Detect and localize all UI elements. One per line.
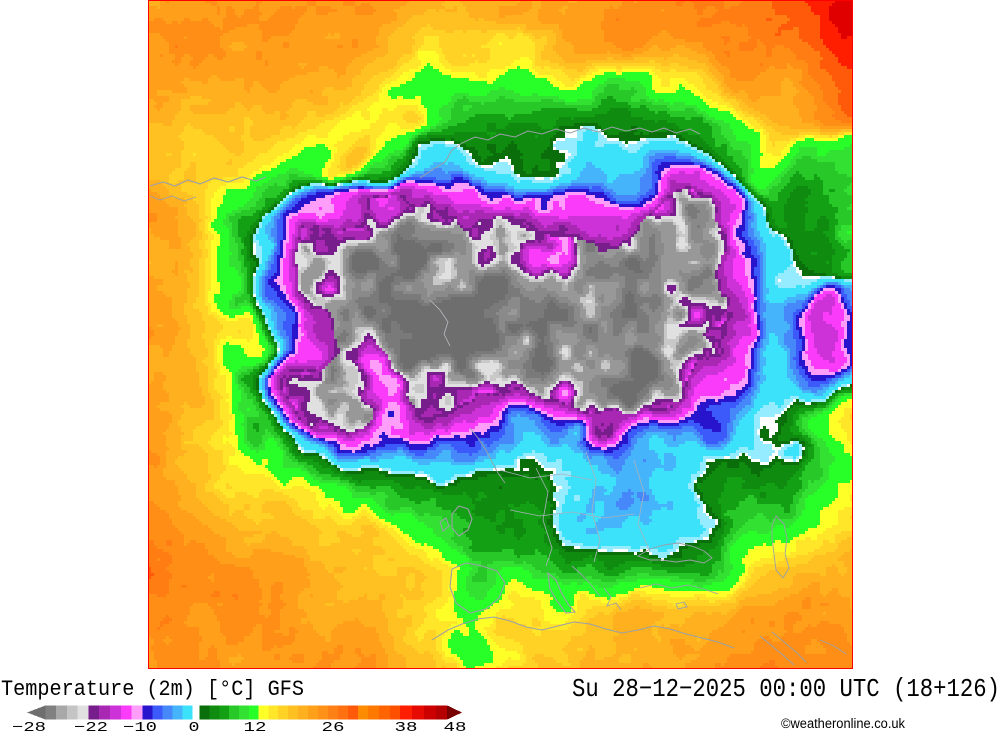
svg-text:38: 38 [395, 720, 418, 733]
svg-text:©weatheronline.co.uk: ©weatheronline.co.uk [781, 716, 905, 731]
svg-text:Su 28−12−2025 00:00 UTC (18+12: Su 28−12−2025 00:00 UTC (18+126) [572, 674, 1000, 704]
svg-text:−22: −22 [74, 720, 108, 733]
svg-text:0: 0 [189, 720, 200, 733]
svg-text:−10: −10 [123, 720, 157, 733]
svg-text:26: 26 [322, 720, 345, 733]
svg-text:−28: −28 [12, 720, 46, 733]
svg-text:Temperature (2m) [°C] GFS: Temperature (2m) [°C] GFS [1, 677, 304, 702]
svg-text:48: 48 [444, 720, 467, 733]
svg-text:12: 12 [244, 720, 267, 733]
